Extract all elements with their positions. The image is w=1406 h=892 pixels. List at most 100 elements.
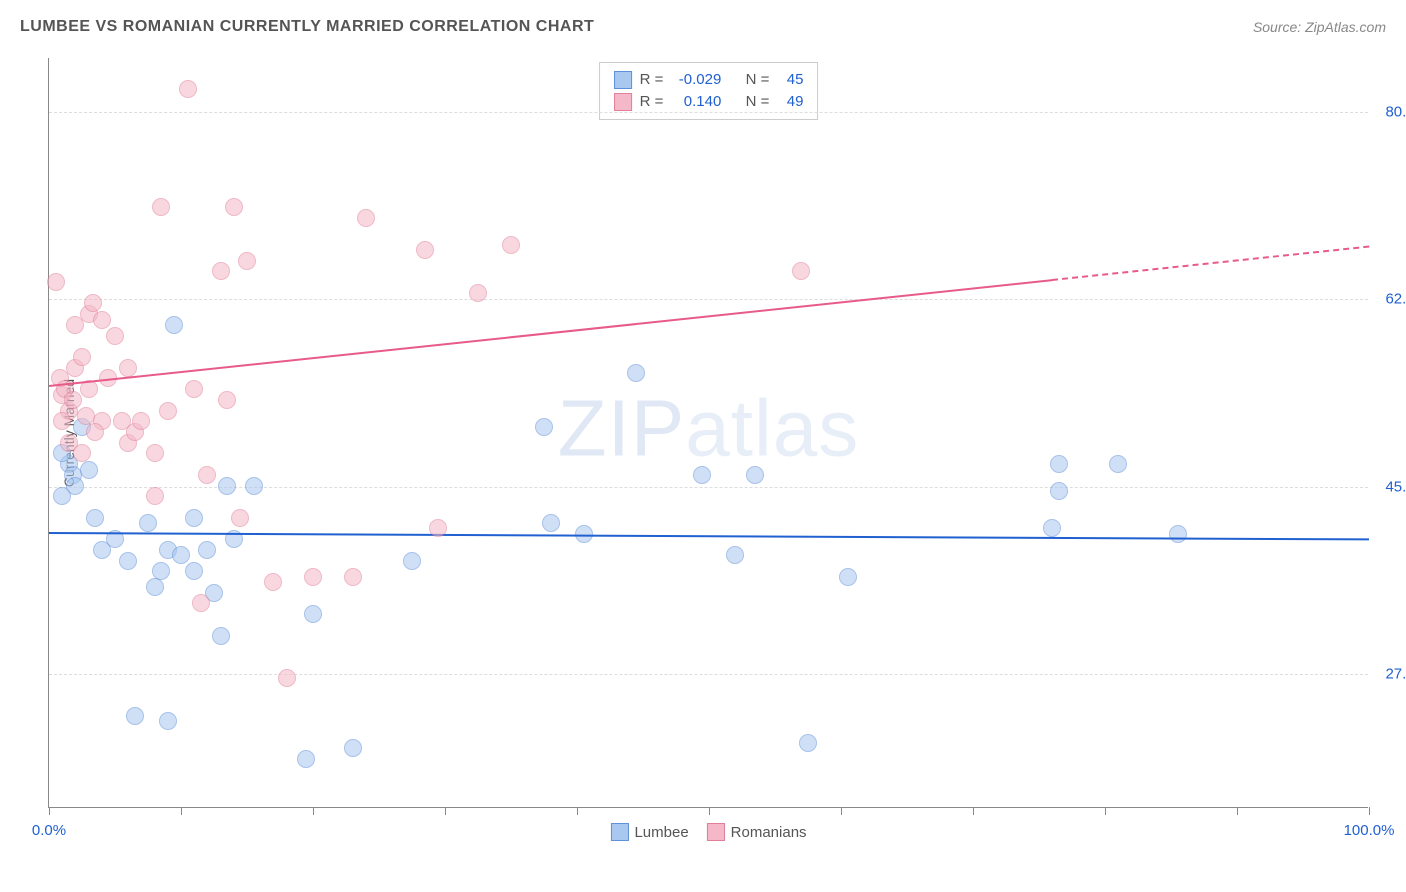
- data-point: [139, 514, 157, 532]
- data-point: [542, 514, 560, 532]
- data-point: [357, 209, 375, 227]
- data-point: [146, 487, 164, 505]
- stat-r-value: -0.029: [671, 69, 721, 91]
- data-point: [86, 423, 104, 441]
- gridline: [49, 674, 1368, 675]
- x-tick: [1105, 807, 1106, 815]
- data-point: [344, 739, 362, 757]
- x-tick: [1237, 807, 1238, 815]
- stat-n-value: 45: [777, 69, 803, 91]
- data-point: [198, 466, 216, 484]
- data-point: [47, 273, 65, 291]
- data-point: [146, 444, 164, 462]
- data-point: [185, 562, 203, 580]
- data-point: [198, 541, 216, 559]
- x-tick: [709, 807, 710, 815]
- data-point: [53, 487, 71, 505]
- stat-label: R =: [640, 91, 664, 113]
- x-tick: [973, 807, 974, 815]
- data-point: [535, 418, 553, 436]
- stat-label: N =: [746, 91, 770, 113]
- data-point: [403, 552, 421, 570]
- data-point: [212, 262, 230, 280]
- legend-swatch: [707, 823, 725, 841]
- stat-label: N =: [746, 69, 770, 91]
- stats-row: R = -0.029 N = 45: [614, 69, 804, 91]
- trend-line: [49, 279, 1052, 387]
- data-point: [212, 627, 230, 645]
- trend-line: [1052, 246, 1369, 281]
- stat-label: R =: [640, 69, 664, 91]
- data-point: [106, 327, 124, 345]
- data-point: [126, 707, 144, 725]
- data-point: [1109, 455, 1127, 473]
- data-point: [726, 546, 744, 564]
- legend-swatch: [614, 71, 632, 89]
- gridline: [49, 112, 1368, 113]
- data-point: [218, 391, 236, 409]
- x-axis-label: 100.0%: [1344, 822, 1395, 839]
- data-point: [746, 466, 764, 484]
- data-point: [53, 412, 71, 430]
- data-point: [792, 262, 810, 280]
- data-point: [839, 568, 857, 586]
- gridline: [49, 299, 1368, 300]
- data-point: [1043, 519, 1061, 537]
- data-point: [264, 573, 282, 591]
- data-point: [146, 578, 164, 596]
- data-point: [80, 461, 98, 479]
- data-point: [185, 380, 203, 398]
- data-point: [416, 241, 434, 259]
- data-point: [693, 466, 711, 484]
- x-tick: [49, 807, 50, 815]
- data-point: [119, 552, 137, 570]
- data-point: [179, 80, 197, 98]
- data-point: [93, 311, 111, 329]
- chart-title: LUMBEE VS ROMANIAN CURRENTLY MARRIED COR…: [20, 18, 594, 36]
- data-point: [86, 509, 104, 527]
- data-point: [172, 546, 190, 564]
- data-point: [1050, 482, 1068, 500]
- legend-label: Romanians: [731, 824, 807, 841]
- data-point: [245, 477, 263, 495]
- watermark: ZIPatlas: [558, 382, 859, 474]
- data-point: [1169, 525, 1187, 543]
- x-tick: [445, 807, 446, 815]
- data-point: [297, 750, 315, 768]
- data-point: [218, 477, 236, 495]
- data-point: [77, 407, 95, 425]
- series-legend: Lumbee Romanians: [610, 823, 806, 841]
- data-point: [225, 198, 243, 216]
- stats-row: R =0.140 N =49: [614, 91, 804, 113]
- data-point: [429, 519, 447, 537]
- data-point: [185, 509, 203, 527]
- data-point: [231, 509, 249, 527]
- data-point: [165, 316, 183, 334]
- x-tick: [181, 807, 182, 815]
- x-axis-label: 0.0%: [32, 822, 66, 839]
- chart-source: Source: ZipAtlas.com: [1253, 19, 1386, 35]
- y-tick-label: 27.5%: [1373, 666, 1406, 683]
- x-tick: [577, 807, 578, 815]
- data-point: [159, 402, 177, 420]
- data-point: [238, 252, 256, 270]
- data-point: [132, 412, 150, 430]
- data-point: [799, 734, 817, 752]
- x-tick: [1369, 807, 1370, 815]
- data-point: [469, 284, 487, 302]
- data-point: [344, 568, 362, 586]
- data-point: [64, 391, 82, 409]
- data-point: [119, 359, 137, 377]
- data-point: [159, 712, 177, 730]
- scatter-chart: ZIPatlas Currently Married R =-0.029 N =…: [48, 58, 1368, 808]
- legend-label: Lumbee: [634, 824, 688, 841]
- data-point: [304, 568, 322, 586]
- data-point: [1050, 455, 1068, 473]
- y-tick-label: 45.0%: [1373, 478, 1406, 495]
- data-point: [502, 236, 520, 254]
- y-tick-label: 80.0%: [1373, 103, 1406, 120]
- data-point: [627, 364, 645, 382]
- x-tick: [313, 807, 314, 815]
- y-tick-label: 62.5%: [1373, 291, 1406, 308]
- data-point: [304, 605, 322, 623]
